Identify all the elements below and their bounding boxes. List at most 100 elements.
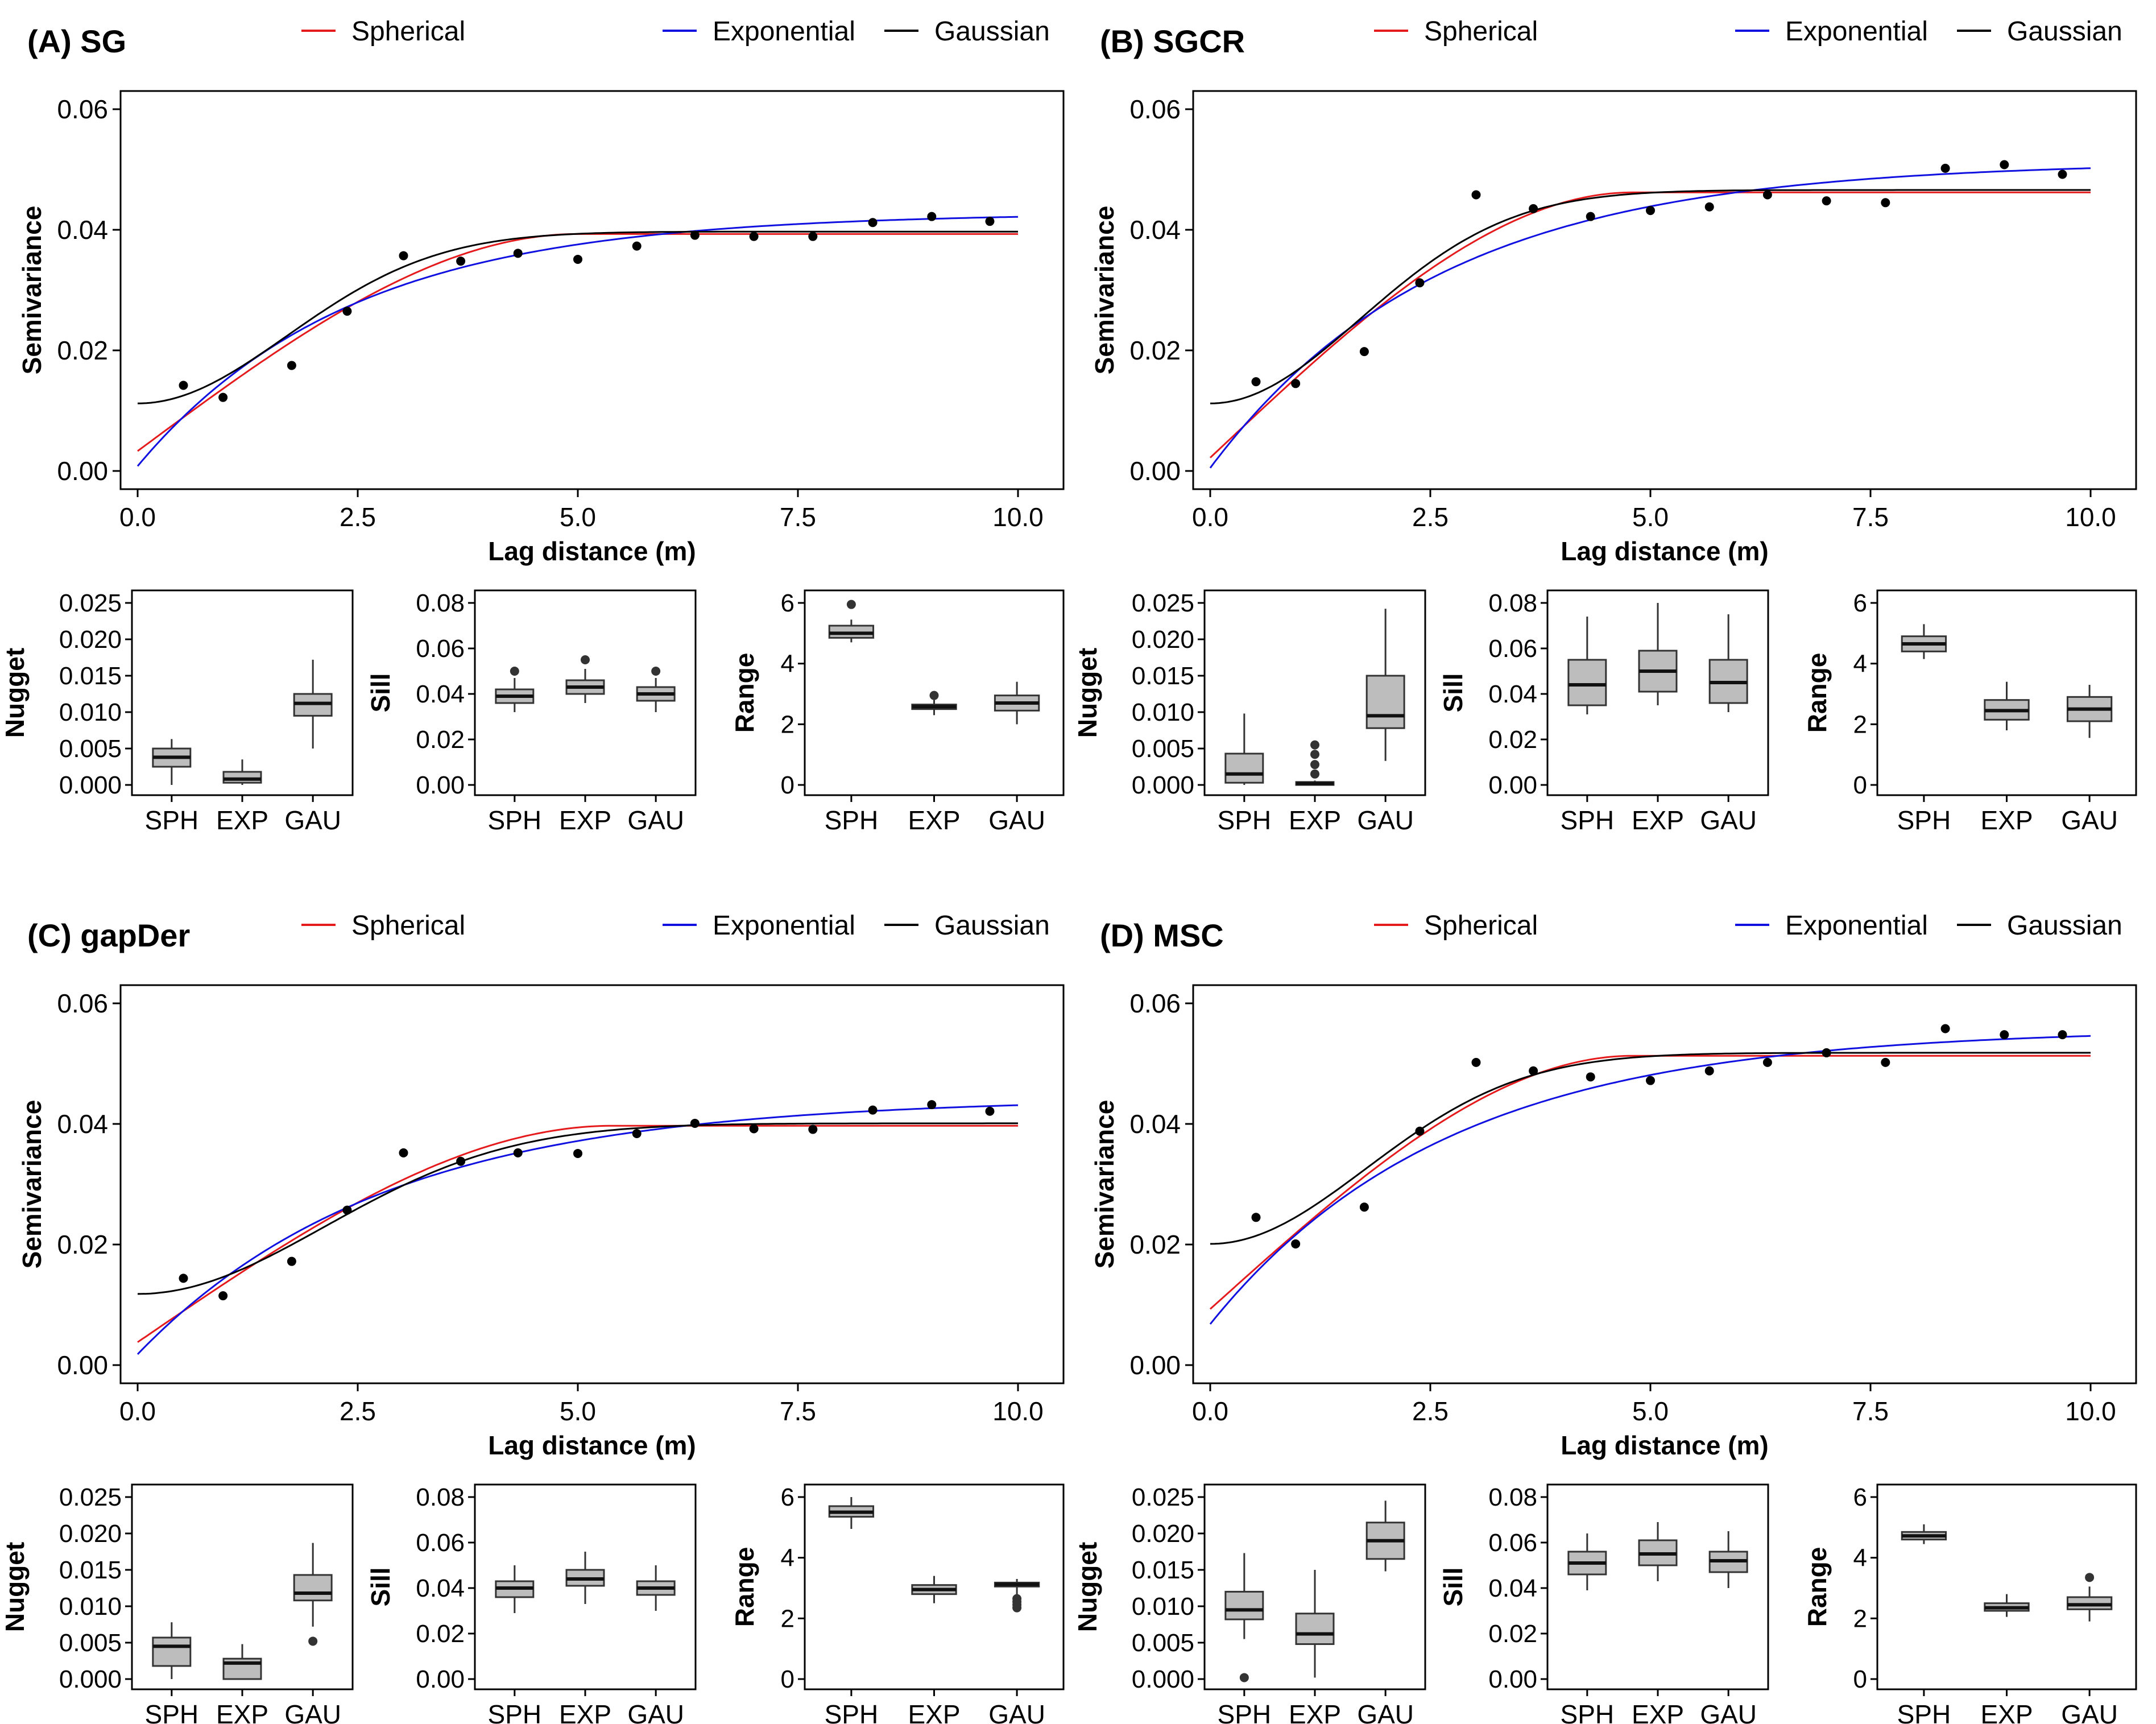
box-outlier [1310,769,1319,779]
boxplot-sill: 0.00 0.02 0.04 0.06 0.08 Sill SPH EXP GAU [366,1483,697,1724]
y-tick-label: 0.025 [1132,589,1194,617]
box-iqr [1365,675,1405,729]
y-axis-title: Semivariance [17,1100,47,1269]
x-tick-label: 10.0 [2065,1396,2116,1426]
box-y-axis-title: Sill [1438,673,1468,712]
x-tick-label: 7.5 [1852,1396,1889,1426]
y-tick-label: 0.00 [1488,771,1537,799]
x-tick-label: SPH [145,1700,199,1724]
semivariance-point [2058,1030,2067,1040]
box-outlier [308,1636,318,1646]
legend-item-spherical: Spherical [1374,16,1538,47]
semivariance-point [2000,1030,2009,1040]
legend-label-spherical: Spherical [1424,911,1538,941]
semivariance-point [1881,1057,1890,1067]
box-outlier [510,667,519,676]
legend-label-spherical: Spherical [351,911,465,941]
x-tick-label: 2.5 [1412,502,1449,532]
semivariance-point [287,361,296,370]
legend-item-exponential: Exponential [1735,911,1928,941]
semivariance-point [808,1124,818,1134]
y-tick-label: 0.025 [1132,1483,1194,1511]
box-sph [828,1497,875,1529]
y-tick-label: 0.005 [1132,1629,1194,1657]
y-tick-label: 0.04 [416,1574,465,1602]
box-sph [495,667,535,712]
box-y-axis-title: Nugget [0,648,30,738]
semivariance-point [1529,1066,1538,1076]
y-tick-label: 0.000 [1132,1665,1194,1693]
y-tick-label: 4 [1853,1544,1867,1572]
model-curve-spherical [1209,191,2091,458]
box-sph [495,1565,535,1613]
boxplot-nugget: 0.000 0.005 0.010 0.015 0.020 0.025 Nugget SPH E… [1073,589,1426,835]
y-tick-label: 0.00 [416,1665,465,1693]
semivariance-point [399,1148,408,1157]
y-tick-label: 0.020 [1132,1520,1194,1548]
model-curve-exponential [136,1104,1019,1355]
x-tick-label: EXP [1289,1700,1341,1724]
x-tick-label: SPH [1897,805,1951,835]
model-curve-exponential [136,216,1019,467]
y-tick-label: 0.04 [1488,680,1537,708]
x-tick-label: EXP [908,805,960,835]
semivariance-point [1646,206,1655,216]
semivariance-point [218,392,228,402]
y-tick-label: 0.04 [1129,215,1181,245]
semivariance-point [218,1291,228,1301]
x-axis-title: Lag distance (m) [488,1431,696,1460]
y-tick-label: 0.06 [1129,94,1181,124]
y-tick-label: 2 [781,710,794,738]
x-tick-label: 5.0 [560,1396,596,1426]
semivariance-point [1251,1213,1261,1222]
boxplot-nugget: 0.000 0.005 0.010 0.015 0.020 0.025 Nugget SPH E… [0,1483,354,1724]
x-tick-label: 0.0 [1192,502,1228,532]
x-tick-label: 2.5 [340,502,376,532]
semivariance-point [2058,169,2067,179]
legend-label-gaussian: Gaussian [2007,16,2122,47]
box-exp [1638,1522,1678,1581]
box-y-axis-title: Range [1802,653,1832,733]
y-tick-label: 0.08 [1488,1483,1537,1511]
legend-label-exponential: Exponential [1785,16,1928,47]
legend-label-exponential: Exponential [713,911,855,941]
panel-title: (A) SG [27,23,126,59]
y-tick-label: 0.02 [416,1620,465,1648]
y-tick-label: 0.005 [59,1629,122,1657]
semivariance-point [2000,160,2009,169]
box-gau [293,659,333,749]
box-gau [636,667,676,712]
y-tick-label: 4 [781,1544,794,1572]
semivariance-point [399,251,408,261]
box-y-axis-title: Range [730,653,759,733]
semivariance-point [1822,196,1831,206]
box-iqr [1567,659,1607,706]
x-tick-label: 5.0 [560,502,596,532]
semivariance-point [1822,1048,1831,1057]
legend-item-spherical: Spherical [301,16,465,47]
semivariance-point [573,254,582,264]
y-tick-label: 6 [1853,589,1867,617]
y-tick-label: 0.00 [57,456,108,486]
box-outlier [1310,750,1319,759]
x-tick-label: GAU [1700,805,1757,835]
box-sph [1567,617,1607,714]
box-sph [1567,1533,1607,1590]
y-tick-label: 0.005 [59,735,122,763]
x-tick-label: 7.5 [780,502,816,532]
model-curve-gaussian [1210,1052,2091,1245]
boxplot-range: 0 2 4 6 Range SPH EXP GAU [730,589,1065,835]
y-tick-label: 0.025 [59,589,122,617]
x-tick-label: GAU [988,805,1045,835]
y-tick-label: 0 [1853,1665,1867,1693]
y-tick-label: 0.00 [57,1350,108,1380]
semivariance-point [1940,163,1950,173]
box-sph [1901,1524,1947,1544]
semivariance-point [1359,347,1369,357]
semivariance-point [1471,190,1481,200]
legend-item-spherical: Spherical [301,911,465,941]
box-exp [222,1644,262,1680]
box-outlier [651,667,661,676]
legend-label-exponential: Exponential [1785,911,1928,941]
box-y-axis-title: Nugget [1073,648,1102,738]
